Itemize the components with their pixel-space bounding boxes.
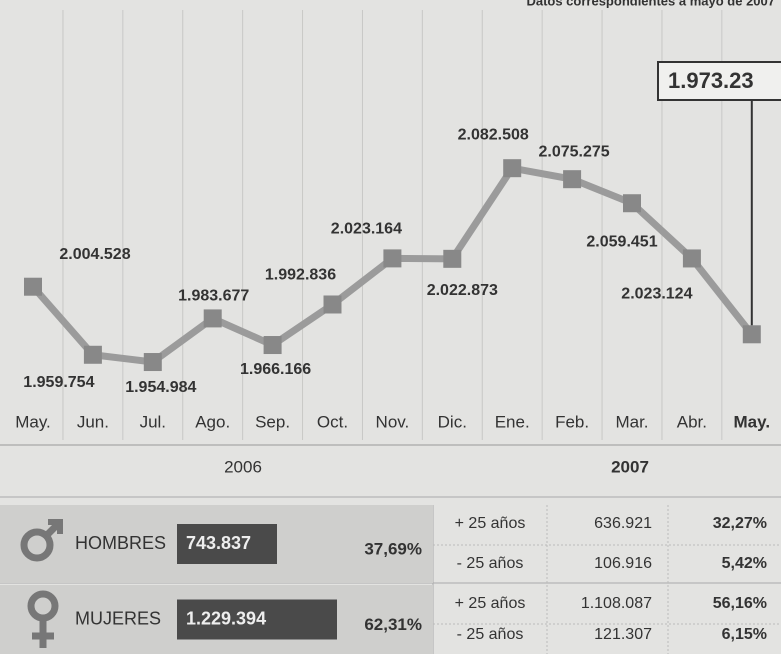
marker bbox=[742, 325, 761, 344]
value-label: 2.059.451 bbox=[586, 233, 657, 250]
row-total: 1.229.394 bbox=[186, 608, 266, 628]
sub-label: - 25 años bbox=[457, 626, 524, 643]
marker bbox=[143, 353, 162, 372]
row-percent: 62,31% bbox=[364, 615, 422, 634]
x-tick-label: May. bbox=[15, 412, 51, 431]
year-label: 2006 bbox=[224, 457, 262, 476]
marker bbox=[563, 170, 582, 189]
x-tick-label: Ago. bbox=[195, 412, 230, 431]
marker bbox=[83, 345, 102, 364]
sub-label: + 25 años bbox=[455, 595, 526, 612]
marker bbox=[443, 249, 462, 268]
marker bbox=[203, 309, 222, 328]
last-value-box bbox=[657, 61, 781, 101]
row-percent: 37,69% bbox=[364, 539, 422, 558]
value-label: 1.966.166 bbox=[240, 361, 311, 378]
row-label: HOMBRES bbox=[75, 533, 166, 553]
sub-percent: 6,15% bbox=[722, 626, 767, 643]
value-label: 1.983.677 bbox=[178, 288, 249, 305]
marker bbox=[383, 249, 402, 268]
x-tick-label: May. bbox=[734, 412, 771, 431]
male-icon bbox=[20, 519, 63, 562]
total-box bbox=[177, 599, 337, 640]
x-tick-label: Jun. bbox=[77, 412, 109, 431]
sub-value: 636.921 bbox=[594, 515, 652, 532]
marker bbox=[682, 249, 701, 268]
row-label: MUJERES bbox=[75, 608, 161, 628]
x-tick-label: Dic. bbox=[438, 412, 467, 431]
value-label: 2.004.528 bbox=[59, 246, 130, 263]
x-tick-label: Nov. bbox=[376, 412, 410, 431]
sub-label: - 25 años bbox=[457, 555, 524, 572]
x-tick-label: Jul. bbox=[140, 412, 166, 431]
x-tick-label: Mar. bbox=[615, 412, 648, 431]
x-tick-label: Feb. bbox=[555, 412, 589, 431]
subtitle: Datos correspondientes a mayo de 2007 bbox=[526, 0, 775, 8]
marker bbox=[263, 336, 282, 355]
sub-percent: 5,42% bbox=[722, 555, 767, 572]
sub-value: 106.916 bbox=[594, 555, 652, 572]
marker bbox=[623, 194, 641, 213]
sub-percent: 32,27% bbox=[713, 515, 767, 532]
value-label: 2.023.124 bbox=[621, 286, 692, 303]
female-icon bbox=[27, 590, 59, 648]
sub-value: 121.307 bbox=[594, 626, 652, 643]
value-label: 2.082.508 bbox=[458, 126, 529, 143]
sub-value: 1.108.087 bbox=[581, 595, 652, 612]
total-box bbox=[177, 524, 277, 564]
sub-percent: 56,16% bbox=[713, 595, 767, 612]
value-label: 2.023.164 bbox=[331, 221, 402, 238]
marker bbox=[323, 295, 342, 314]
value-label: 2.075.275 bbox=[539, 143, 610, 160]
marker bbox=[503, 159, 522, 178]
x-tick-label: Abr. bbox=[677, 412, 707, 431]
value-label: 2.022.873 bbox=[427, 282, 498, 299]
x-tick-label: Sep. bbox=[255, 412, 290, 431]
row-total: 743.837 bbox=[186, 533, 251, 553]
value-label: 1.992.836 bbox=[265, 267, 336, 284]
value-label: 1.973.23 bbox=[668, 68, 754, 93]
marker bbox=[24, 277, 42, 296]
x-tick-label: Oct. bbox=[317, 412, 348, 431]
value-label: 1.959.754 bbox=[23, 374, 94, 391]
x-tick-label: Ene. bbox=[495, 412, 530, 431]
sub-label: + 25 años bbox=[455, 515, 526, 532]
value-label: 1.954.984 bbox=[125, 379, 196, 396]
year-label: 2007 bbox=[611, 457, 649, 476]
